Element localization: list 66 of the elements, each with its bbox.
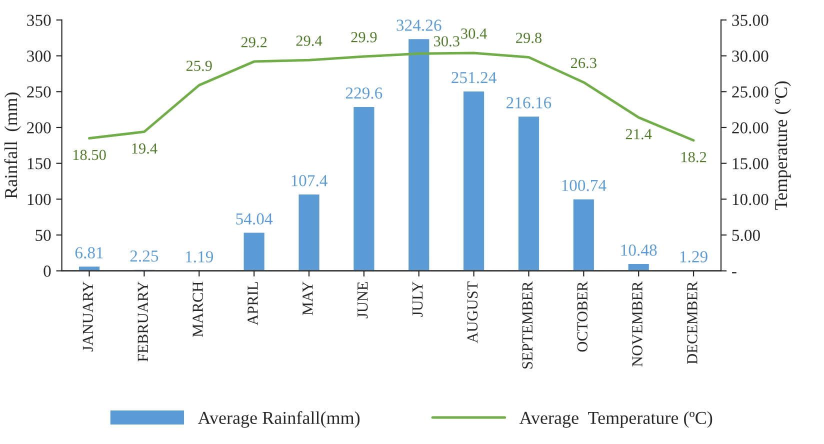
bar bbox=[626, 262, 650, 271]
data-label: 30.3 bbox=[434, 36, 460, 46]
x-tick-label: SEPTEMBER bbox=[522, 281, 533, 369]
y-tick-label: 50 bbox=[36, 230, 51, 241]
bar bbox=[352, 106, 376, 271]
data-label: 25.9 bbox=[186, 60, 212, 72]
x-tick-label: JULY bbox=[412, 282, 423, 317]
y2-tick-label: 20.00 bbox=[732, 122, 768, 134]
y-tick-label: 150 bbox=[28, 158, 51, 170]
x-tick-label: MARCH bbox=[192, 282, 203, 337]
x-tick-label: FEBRUARY bbox=[138, 282, 148, 362]
bar bbox=[78, 265, 101, 271]
bar bbox=[242, 231, 266, 271]
y2-tick-label: - bbox=[732, 272, 736, 274]
bar bbox=[297, 193, 321, 271]
y-tick-label: 200 bbox=[27, 122, 51, 134]
y2-tick-label: 10.00 bbox=[732, 194, 768, 206]
data-label: 26.3 bbox=[570, 58, 596, 68]
y-tick-label: 250 bbox=[27, 86, 51, 98]
data-label: 18.2 bbox=[682, 152, 706, 162]
data-label: 29.8 bbox=[516, 32, 542, 44]
data-label: 18.50 bbox=[73, 150, 106, 160]
x-tick-label: OCTOBER bbox=[577, 281, 588, 352]
data-label: 29.4 bbox=[296, 36, 322, 46]
x-tick-label: JANUARY bbox=[82, 282, 94, 352]
y-tick-label: 0 bbox=[44, 266, 51, 277]
data-label: 10.48 bbox=[621, 244, 657, 256]
x-tick-label: JUNE bbox=[358, 282, 368, 318]
x-tick-label: NOVEMBER bbox=[632, 281, 643, 367]
data-label: 324.26 bbox=[396, 20, 442, 31]
y2-axis-title: Temperature ( ºC) bbox=[774, 81, 791, 210]
y-tick-label: 350 bbox=[27, 14, 51, 26]
bar bbox=[407, 38, 431, 271]
data-label: 1.29 bbox=[680, 251, 708, 262]
x-tick-label: AUGUST bbox=[467, 282, 478, 344]
y2-tick-label: 5.00 bbox=[732, 230, 760, 242]
data-label: 29.9 bbox=[351, 32, 377, 42]
data-label: 2.25 bbox=[130, 250, 158, 262]
x-tick-label: DECEMBER bbox=[687, 281, 698, 364]
bar bbox=[572, 198, 596, 271]
y-tick-label: 100 bbox=[28, 194, 51, 206]
data-label: 107.4 bbox=[292, 175, 328, 186]
y2-tick-label: 25.00 bbox=[732, 86, 768, 98]
data-label: 6.81 bbox=[75, 247, 103, 258]
legend-label: Average Temperature (ºC) bbox=[519, 411, 712, 428]
data-label: 21.4 bbox=[626, 129, 652, 140]
bar bbox=[462, 90, 486, 271]
data-label: 19.4 bbox=[132, 143, 158, 154]
data-label: 216.16 bbox=[506, 97, 552, 108]
line-series bbox=[88, 52, 695, 142]
data-label: 251.24 bbox=[452, 72, 496, 84]
y2-tick-label: 30.00 bbox=[732, 50, 768, 62]
x-tick-label: MAY bbox=[302, 282, 313, 316]
data-label: 30.4 bbox=[461, 28, 487, 39]
y-axis-title: Rainfall (mm) bbox=[4, 92, 21, 199]
data-label: 100.74 bbox=[562, 180, 606, 192]
legend-label: Average Rainfall(mm) bbox=[198, 411, 360, 428]
data-label: 54.04 bbox=[236, 213, 273, 225]
y2-tick-label: 15.00 bbox=[732, 158, 768, 170]
x-tick-label: APRIL bbox=[248, 282, 258, 326]
y2-tick-label: 35.00 bbox=[732, 14, 768, 26]
data-label: 29.2 bbox=[241, 37, 267, 48]
data-label: 229.6 bbox=[346, 88, 382, 99]
bar bbox=[517, 115, 540, 271]
y-tick-label: 300 bbox=[27, 50, 51, 62]
data-label: 1.19 bbox=[186, 251, 214, 263]
